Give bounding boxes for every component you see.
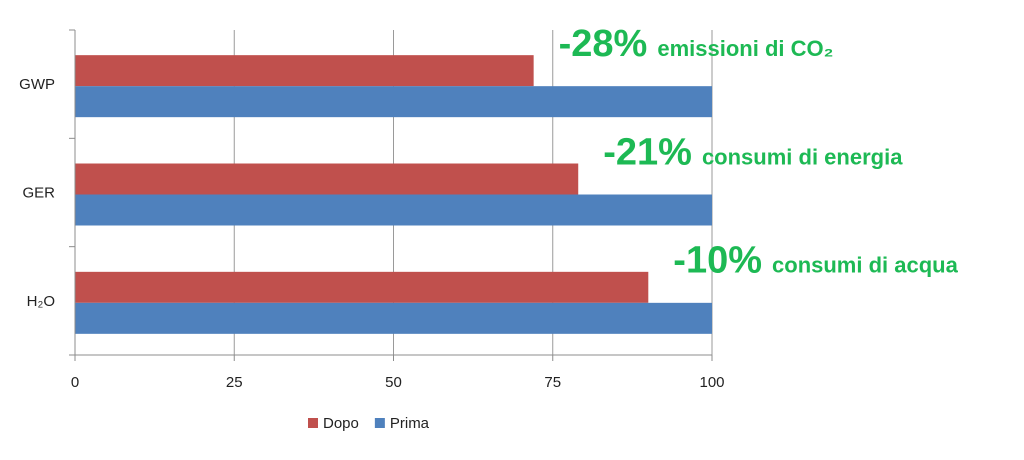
category-label: GWP xyxy=(19,76,55,93)
x-tick-label: 25 xyxy=(226,374,243,391)
bars xyxy=(75,55,712,334)
legend: Dopo Prima xyxy=(308,415,430,432)
annotation-value: -10% xyxy=(673,240,762,282)
legend-label: Dopo xyxy=(323,415,359,432)
annotations: -28% emissioni di CO₂ -21% consumi di energ… xyxy=(559,23,959,282)
bar-dopo xyxy=(75,163,579,195)
annotation: -21% consumi di energia xyxy=(603,131,903,173)
bar-prima xyxy=(75,194,712,226)
axes xyxy=(69,29,713,361)
category-labels: GWP GER H₂O xyxy=(19,76,55,310)
legend-swatch xyxy=(308,418,318,428)
legend-label: Prima xyxy=(390,415,430,432)
annotation-text: consumi di energia xyxy=(702,144,903,169)
annotation-value: -21% xyxy=(603,131,692,173)
bar-prima xyxy=(75,86,712,118)
x-tick-label: 0 xyxy=(71,374,79,391)
bar-dopo xyxy=(75,271,649,303)
annotation-text: consumi di acqua xyxy=(772,253,959,278)
category-label: GER xyxy=(22,185,55,202)
x-tick-label: 50 xyxy=(385,374,402,391)
annotation-text: emissioni di CO₂ xyxy=(657,36,833,61)
annotation: -10% consumi di acqua xyxy=(673,240,958,282)
bar-dopo xyxy=(75,55,534,87)
bar-prima xyxy=(75,302,712,334)
x-tick-labels: 0 25 50 75 100 xyxy=(71,374,725,391)
annotation: -28% emissioni di CO₂ xyxy=(559,23,834,65)
x-tick-label: 100 xyxy=(699,374,724,391)
legend-swatch xyxy=(374,418,385,428)
annotation-value: -28% xyxy=(559,23,648,65)
category-label: H₂O xyxy=(27,293,55,310)
x-tick-label: 75 xyxy=(544,374,561,391)
